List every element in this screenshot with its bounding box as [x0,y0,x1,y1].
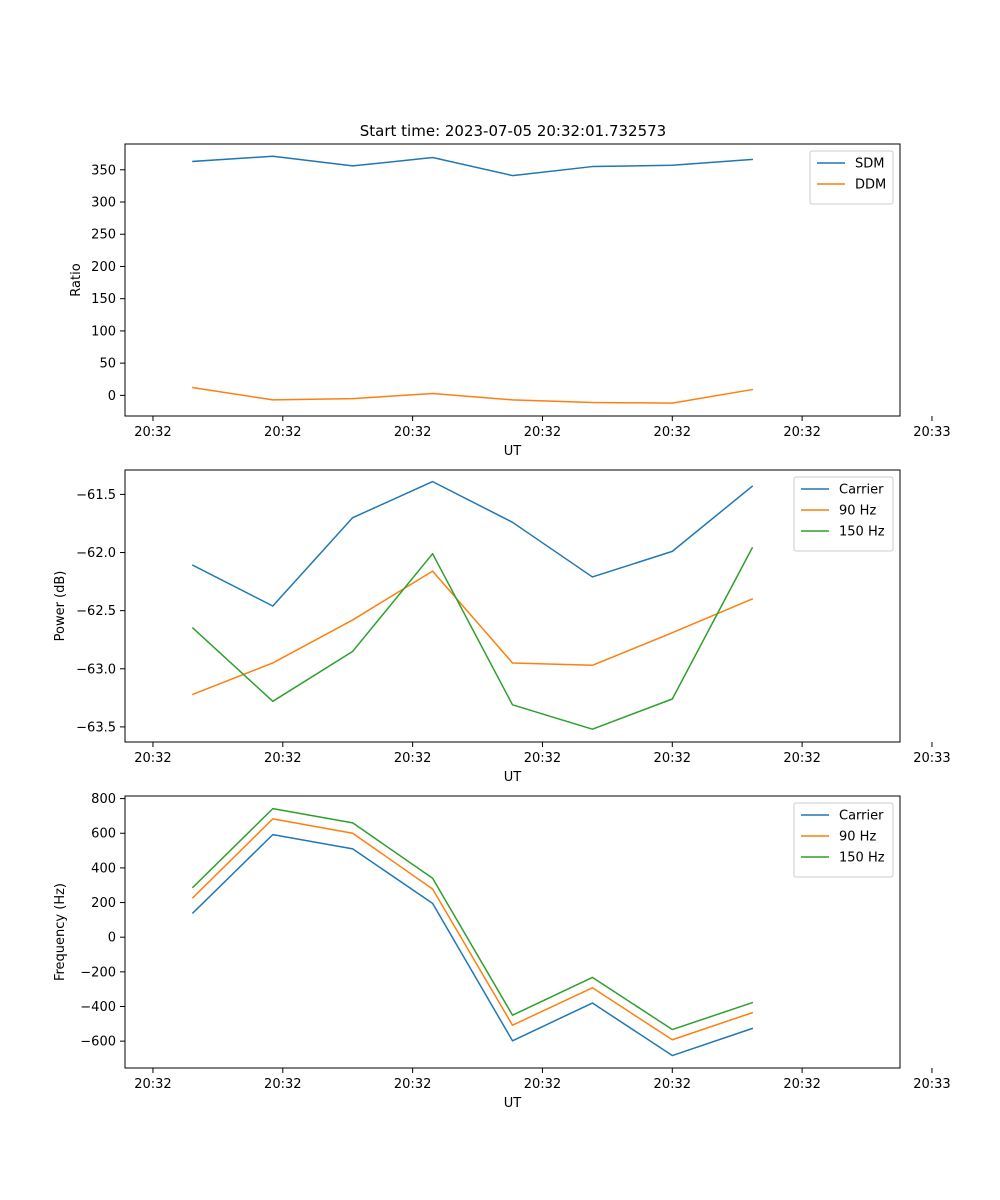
frequency-ytick-label: −200 [80,965,116,980]
ratio-ytick-label: 100 [91,324,116,339]
frequency-xtick-label: 20:32 [264,1077,301,1092]
power-legend-label-carrier: Carrier [839,483,884,498]
power-xtick-label: 20:32 [264,751,301,766]
power-series-150-hz-line [191,546,754,730]
frequency-axes-frame [124,795,901,1069]
power-xtick-label: 20:32 [524,751,561,766]
frequency-ytick-label: −400 [80,1000,116,1015]
power-ytick-label: −61.5 [76,488,116,503]
frequency-xtick-label: 20:33 [913,1077,950,1092]
power-xtick-label: 20:32 [783,751,820,766]
frequency-ytick-label: −600 [80,1035,116,1050]
ratio-ytick-label: 200 [91,260,116,275]
ratio-axes-frame [124,143,901,417]
ratio-xtick-label: 20:33 [913,425,950,440]
ratio-legend: SDM DDM [809,150,894,205]
ratio-ytick-label: 300 [91,196,116,211]
power-axes-frame [124,469,901,743]
frequency-legend-label-90-hz: 90 Hz [839,830,876,845]
ratio-ytick-label: 350 [91,163,116,178]
power-ytick-label: −63.5 [76,720,116,735]
power-xtick-label: 20:32 [134,751,171,766]
ratio-legend-box [809,150,894,205]
ratio-series-sdm-line [192,155,753,177]
frequency-legend-box [793,802,894,878]
power-ytick-label: −62.0 [76,546,116,561]
ratio-ytick-label: 250 [91,228,116,243]
power-series-carrier-line [191,480,754,607]
frequency-ytick-label: 200 [91,896,116,911]
ratio-xtick-label: 20:32 [134,425,171,440]
ratio-ytick-label: 50 [99,357,116,372]
frequency-xtick-label: 20:32 [654,1077,691,1092]
ratio-series-ddm-line [192,386,754,404]
frequency-xtick-label: 20:32 [394,1077,431,1092]
power-xtick-label: 20:33 [913,751,950,766]
frequency-xlabel: UT [504,1096,522,1111]
power-xtick-label: 20:32 [394,751,431,766]
power-ytick-label: −63.0 [76,662,116,677]
power-legend-box [793,476,894,552]
frequency-ylabel: Frequency (Hz) [53,883,68,981]
power-legend-label-90-hz: 90 Hz [839,504,876,519]
power-xlabel: UT [504,770,522,785]
frequency-series-carrier-line [191,833,754,1057]
frequency-series-150-hz-line [191,807,754,1031]
frequency-ytick-label: 800 [91,792,116,807]
frequency-series-90-hz-line [191,818,754,1041]
power-legend-label-150-hz: 150 Hz [839,525,885,540]
ratio-xtick-label: 20:32 [264,425,301,440]
ratio-legend-label-sdm: SDM [855,157,884,172]
frequency-legend: Carrier 90 Hz 150 Hz [793,802,894,878]
frequency-legend-label-150-hz: 150 Hz [839,851,885,866]
ratio-legend-label-ddm: DDM [855,178,886,193]
power-ytick-label: −62.5 [76,604,116,619]
frequency-ytick-label: 600 [91,827,116,842]
power-ylabel: Power (dB) [53,571,68,642]
ratio-ylabel: Ratio [69,263,84,296]
power-xtick-label: 20:32 [654,751,691,766]
ratio-ytick-label: 150 [91,292,116,307]
ratio-subplot: 20:32 20:32 20:32 20:32 20:32 20:32 20:33 0 50 10… [69,143,951,459]
frequency-xtick-label: 20:32 [134,1077,171,1092]
ratio-xtick-label: 20:32 [654,425,691,440]
ratio-ytick-label: 0 [108,389,116,404]
frequency-ytick-label: 400 [91,861,116,876]
frequency-ytick-label: 0 [108,931,116,946]
frequency-xtick-label: 20:32 [783,1077,820,1092]
frequency-legend-label-carrier: Carrier [839,809,884,824]
subplots: 20:32 20:32 20:32 20:32 20:32 20:32 20:33 0 50 10… [53,143,951,1111]
frequency-subplot: 20:32 20:32 20:32 20:32 20:32 20:32 20:33 −600 −… [53,792,951,1111]
power-legend: Carrier 90 Hz 150 Hz [793,476,894,552]
power-subplot: 20:32 20:32 20:32 20:32 20:32 20:32 20:33 −63.5… [53,469,951,785]
ratio-xlabel: UT [504,444,522,459]
ratio-xtick-label: 20:32 [783,425,820,440]
ratio-xtick-label: 20:32 [394,425,431,440]
figure-title: Start time: 2023-07-05 20:32:01.732573 [360,122,666,140]
power-series-90-hz-line [191,570,754,696]
frequency-xtick-label: 20:32 [524,1077,561,1092]
ratio-xtick-label: 20:32 [524,425,561,440]
